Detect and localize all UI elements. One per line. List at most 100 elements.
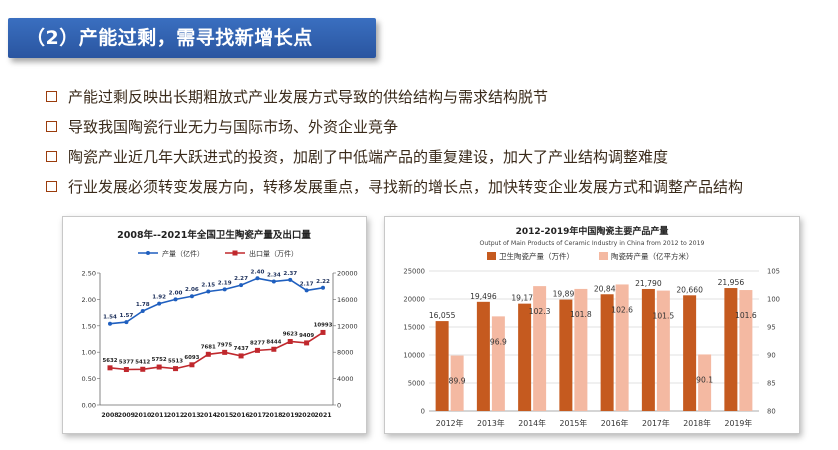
x-tick-label: 2008 — [101, 412, 118, 419]
bar-ceramic-tiles — [574, 289, 587, 411]
data-point-export — [189, 362, 194, 367]
data-label-output: 2.19 — [218, 280, 232, 286]
y-tick-label-left: 15000 — [403, 324, 425, 332]
data-label-tiles: 89.9 — [449, 377, 466, 386]
data-point-output — [288, 278, 292, 282]
y-tick-label-left: 10000 — [403, 352, 425, 360]
data-point-export — [108, 365, 113, 370]
data-label-output: 2.17 — [300, 281, 314, 287]
y-tick-label-left: 0.50 — [82, 375, 96, 383]
y-tick-label-right: 12000 — [337, 322, 358, 330]
data-label-export: 8444 — [266, 339, 281, 345]
data-point-export — [239, 353, 244, 358]
data-point-export — [271, 347, 276, 352]
legend-swatch-marker — [233, 251, 238, 256]
x-tick-label: 2020 — [298, 412, 316, 419]
bar-sanitary-ceramics — [683, 295, 696, 411]
data-label-sanitary: 21,790 — [635, 279, 662, 288]
x-tick-label: 2018年 — [683, 418, 711, 428]
data-label-output: 2.40 — [251, 269, 265, 275]
x-tick-label: 2011 — [151, 412, 168, 419]
data-point-output — [108, 322, 112, 326]
data-label-export: 5412 — [135, 359, 150, 365]
y-tick-label-right: 80 — [767, 408, 776, 416]
x-tick-label: 2021 — [314, 412, 331, 419]
bar-ceramic-tiles — [616, 284, 629, 411]
bar-sanitary-ceramics — [477, 302, 490, 411]
x-tick-label: 2012 — [167, 412, 184, 419]
data-label-tiles: 102.3 — [529, 307, 551, 316]
legend-entry: 陶瓷砖产量（亿平方米） — [611, 251, 694, 261]
data-label-output: 2.06 — [185, 287, 199, 293]
data-point-export — [321, 330, 326, 335]
data-point-output — [305, 288, 309, 292]
data-label-sanitary: 20,660 — [676, 285, 703, 294]
bar-chart-ceramic-products-output: 2012-2019年中国陶瓷主要产品产量 Output of Main Produ… — [385, 217, 799, 433]
y-tick-label-left: 20000 — [403, 296, 425, 304]
bar-sanitary-ceramics — [724, 288, 737, 411]
data-label-output: 1.54 — [103, 315, 117, 321]
bullet-text: 行业发展必须转变发展方向，转移发展重点，寻找新的增长点，加快转变企业发展方式和调… — [68, 174, 743, 200]
data-point-export — [173, 366, 178, 371]
data-point-export — [206, 352, 211, 357]
y-tick-label-left: 2.50 — [82, 270, 96, 278]
data-point-export — [288, 339, 293, 344]
legend-swatch-marker — [146, 251, 150, 255]
data-point-output — [272, 279, 276, 283]
data-label-sanitary: 19,496 — [470, 292, 497, 301]
chart-subtitle: Output of Main Products of Ceramic Indus… — [480, 240, 705, 247]
data-point-export — [255, 348, 260, 353]
y-tick-label-right: 100 — [767, 296, 780, 304]
chart-panel-ceramic-products: 2012-2019年中国陶瓷主要产品产量 Output of Main Produ… — [384, 216, 800, 434]
y-tick-label-right: 16000 — [337, 296, 358, 304]
bullet-text: 产能过剩反映出长期粗放式产业发展方式导致的供给结构与需求结构脱节 — [68, 84, 548, 110]
chart-title: 2012-2019年中国陶瓷主要产品产量 — [516, 225, 669, 237]
x-tick-label: 2019年 — [725, 418, 753, 428]
bullet-item-4: 行业发展必须转变发展方向，转移发展重点，寻找新的增长点，加快转变企业发展方式和调… — [46, 174, 836, 204]
data-label-output: 1.92 — [152, 295, 166, 301]
bullet-text: 陶瓷产业近几年大跃进式的投资，加剧了中低端产品的重复建设，加大了产业结构调整难度 — [68, 144, 668, 170]
data-label-export: 7437 — [234, 346, 249, 352]
bullet-item-2: 导致我国陶瓷行业无力与国际市场、外资企业竞争 — [46, 114, 836, 144]
x-tick-label: 2017年 — [642, 418, 670, 428]
data-point-export — [124, 367, 129, 372]
data-label-export: 7975 — [217, 342, 232, 348]
bullet-text: 导致我国陶瓷行业无力与国际市场、外资企业竞争 — [68, 114, 398, 140]
legend-entry: 产量（亿件） — [162, 249, 204, 258]
data-label-export: 10993 — [314, 322, 333, 328]
data-label-sanitary: 21,956 — [718, 278, 745, 287]
y-tick-label-left: 5000 — [408, 380, 425, 388]
data-label-export: 7681 — [201, 344, 216, 350]
bullet-item-3: 陶瓷产业近几年大跃进式的投资，加剧了中低端产品的重复建设，加大了产业结构调整难度 — [46, 144, 836, 174]
bar-ceramic-tiles — [657, 291, 670, 411]
data-label-output: 2.22 — [316, 279, 330, 285]
bar-sanitary-ceramics — [518, 304, 531, 411]
data-label-export: 5752 — [152, 357, 167, 363]
legend-entry: 出口量（万件） — [249, 249, 298, 258]
x-tick-label: 2019 — [282, 412, 299, 419]
legend-swatch — [487, 252, 496, 260]
data-label-export: 9409 — [299, 333, 314, 339]
data-label-export: 9623 — [283, 331, 298, 337]
square-bullet-icon — [46, 181, 57, 192]
x-tick-label: 2017 — [249, 412, 266, 419]
bullet-item-1: 产能过剩反映出长期粗放式产业发展方式导致的供给结构与需求结构脱节 — [46, 84, 836, 114]
y-tick-label-left: 25000 — [403, 268, 425, 276]
x-tick-label: 2014 — [200, 412, 218, 419]
data-label-export: 5377 — [119, 360, 134, 366]
x-tick-label: 2012年 — [436, 418, 464, 428]
y-tick-label-left: 0.00 — [82, 402, 96, 410]
data-label-export: 5513 — [168, 359, 183, 365]
data-label-tiles: 96.9 — [490, 337, 507, 346]
data-label-output: 2.34 — [267, 272, 281, 278]
data-label-tiles: 102.6 — [611, 305, 633, 314]
data-label-tiles: 101.8 — [570, 310, 592, 319]
y-tick-label-right: 95 — [767, 324, 776, 332]
data-label-output: 2.37 — [283, 271, 297, 277]
data-point-export — [304, 340, 309, 345]
y-tick-label-right: 4000 — [337, 375, 354, 383]
x-tick-label: 2009 — [118, 412, 135, 419]
data-label-output: 1.78 — [136, 302, 150, 308]
bar-sanitary-ceramics — [436, 321, 449, 411]
